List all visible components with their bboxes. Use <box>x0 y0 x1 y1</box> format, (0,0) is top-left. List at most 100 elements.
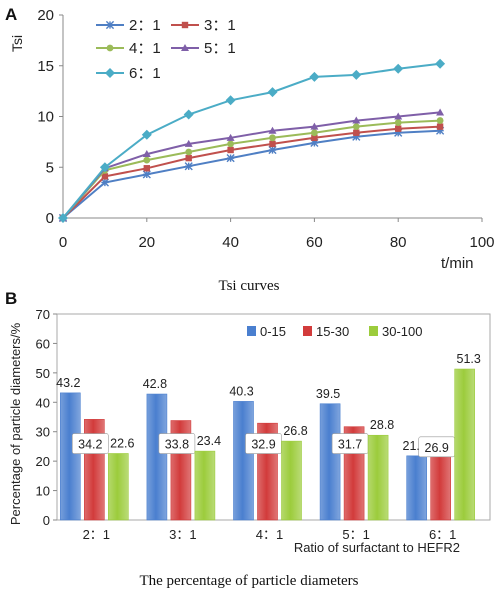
series-line-path <box>62 125 441 219</box>
data-point <box>352 123 360 131</box>
data-point <box>309 71 320 82</box>
legend-entry-1: 0-15 <box>247 324 286 339</box>
data-label: 31.7 <box>338 438 362 452</box>
data-point <box>268 126 277 134</box>
data-label: 28.8 <box>370 418 394 432</box>
series-line-path <box>62 62 441 219</box>
data-point <box>310 138 319 147</box>
legend-swatch <box>303 326 312 336</box>
legend-entry-4: 5：1 <box>171 40 236 57</box>
data-point <box>394 128 403 137</box>
data-point <box>58 213 68 223</box>
panel-b-y-tick-label: 60 <box>36 336 50 351</box>
panel-b-y-tick-label: 10 <box>36 484 50 499</box>
data-point <box>227 140 235 148</box>
data-point <box>394 112 403 120</box>
data-point <box>226 154 235 163</box>
legend-marker <box>105 20 115 30</box>
panel-b-particle-chart: B 0 10 20 30 40 50 60 70 43.2 34.2 22.6 2：1 42.8 33.… <box>5 289 491 589</box>
category-label: 5：1 <box>342 527 369 542</box>
data-point <box>183 109 194 120</box>
data-label: 26.9 <box>425 441 449 455</box>
panel-a-ylabel: Tsi <box>9 35 25 52</box>
data-point <box>185 148 193 156</box>
data-label: 39.5 <box>316 387 340 401</box>
data-label: 42.8 <box>143 377 167 391</box>
data-point <box>436 108 445 116</box>
legend-label: 30-100 <box>382 324 422 339</box>
panel-a-legend: 2：1 3：1 4：1 5：1 6：1 <box>96 17 236 82</box>
category-group-2: 42.8 33.8 23.4 3：1 <box>143 377 221 542</box>
data-label: 26.8 <box>283 424 307 438</box>
panel-b-xlabel: Ratio of surfactant to HEFR2 <box>294 540 460 555</box>
data-label: 23.4 <box>197 434 221 448</box>
series-line-5 <box>58 58 446 223</box>
legend-marker <box>105 68 115 78</box>
panel-b-ylabel: Percentage of particle diameters/% <box>8 322 23 525</box>
data-label: 22.6 <box>110 436 134 450</box>
legend-label: 2：1 <box>129 17 161 34</box>
category-label: 6：1 <box>429 527 456 542</box>
panel-a-x-tick-label: 60 <box>306 234 323 251</box>
category-group-1: 43.2 34.2 22.6 2：1 <box>56 376 134 542</box>
panel-a-series <box>58 58 446 223</box>
data-point <box>311 129 318 137</box>
data-point <box>100 178 109 187</box>
panel-a-y-tick-label: 15 <box>37 58 54 75</box>
data-label: 34.2 <box>78 438 102 452</box>
legend-swatch <box>369 326 378 336</box>
panel-a-y-tick-label: 0 <box>46 210 54 227</box>
series-line-path <box>62 111 441 219</box>
panel-b-y-tick-label: 40 <box>36 395 50 410</box>
panel-a-x-tick-label: 80 <box>390 234 407 251</box>
data-point <box>352 132 361 141</box>
series-line-path <box>62 129 441 219</box>
legend-label: 4：1 <box>129 40 161 57</box>
legend-marker <box>181 44 189 51</box>
data-point <box>142 150 151 158</box>
data-label: 40.3 <box>229 384 253 398</box>
panel-a-x-tick-label: 20 <box>138 234 155 251</box>
legend-label: 6：1 <box>129 65 161 82</box>
data-label-box <box>72 433 109 454</box>
series-line-4 <box>59 108 445 221</box>
panel-b-y-tick-label: 70 <box>36 307 50 322</box>
legend-entry-5: 6：1 <box>96 65 161 82</box>
panel-a-y-tick-label: 20 <box>37 7 54 24</box>
data-point <box>436 126 445 135</box>
legend-label: 5：1 <box>204 40 236 57</box>
bar <box>454 368 476 521</box>
bar <box>233 401 254 521</box>
data-point <box>393 63 404 74</box>
panel-b-caption: The percentage of particle diameters <box>139 573 358 589</box>
data-point <box>351 69 362 80</box>
data-point <box>143 165 150 172</box>
data-point <box>225 95 236 106</box>
data-point <box>311 134 318 142</box>
panel-b-bars: 43.2 34.2 22.6 2：1 42.8 33.8 23.4 3：1 40.3 32.9 26… <box>56 352 481 542</box>
data-point <box>395 125 402 132</box>
bar <box>194 450 216 521</box>
data-point <box>352 116 361 124</box>
data-label: 51.3 <box>457 352 481 366</box>
bar <box>59 392 81 521</box>
series-line-path <box>62 119 441 219</box>
bar <box>281 440 302 521</box>
bar <box>146 393 168 521</box>
panel-b-legend: 0-15 15-30 30-100 <box>247 324 422 339</box>
data-point <box>394 119 402 126</box>
bar <box>108 453 129 521</box>
data-point <box>101 173 109 180</box>
panel-b-y-tick-label: 0 <box>43 513 50 528</box>
data-label-box <box>158 433 196 454</box>
series-line-3 <box>59 117 444 222</box>
legend-label: 0-15 <box>260 324 286 339</box>
panel-a-axes: 0 5 10 15 20 0 20 40 60 80 100 <box>37 7 494 251</box>
legend-entry-3: 30-100 <box>369 324 422 339</box>
panel-a-caption: Tsi curves <box>218 278 279 294</box>
data-point <box>99 162 110 173</box>
panel-b-y-tick-label: 50 <box>36 366 50 381</box>
data-point <box>227 146 234 154</box>
data-label: 32.9 <box>251 438 275 452</box>
